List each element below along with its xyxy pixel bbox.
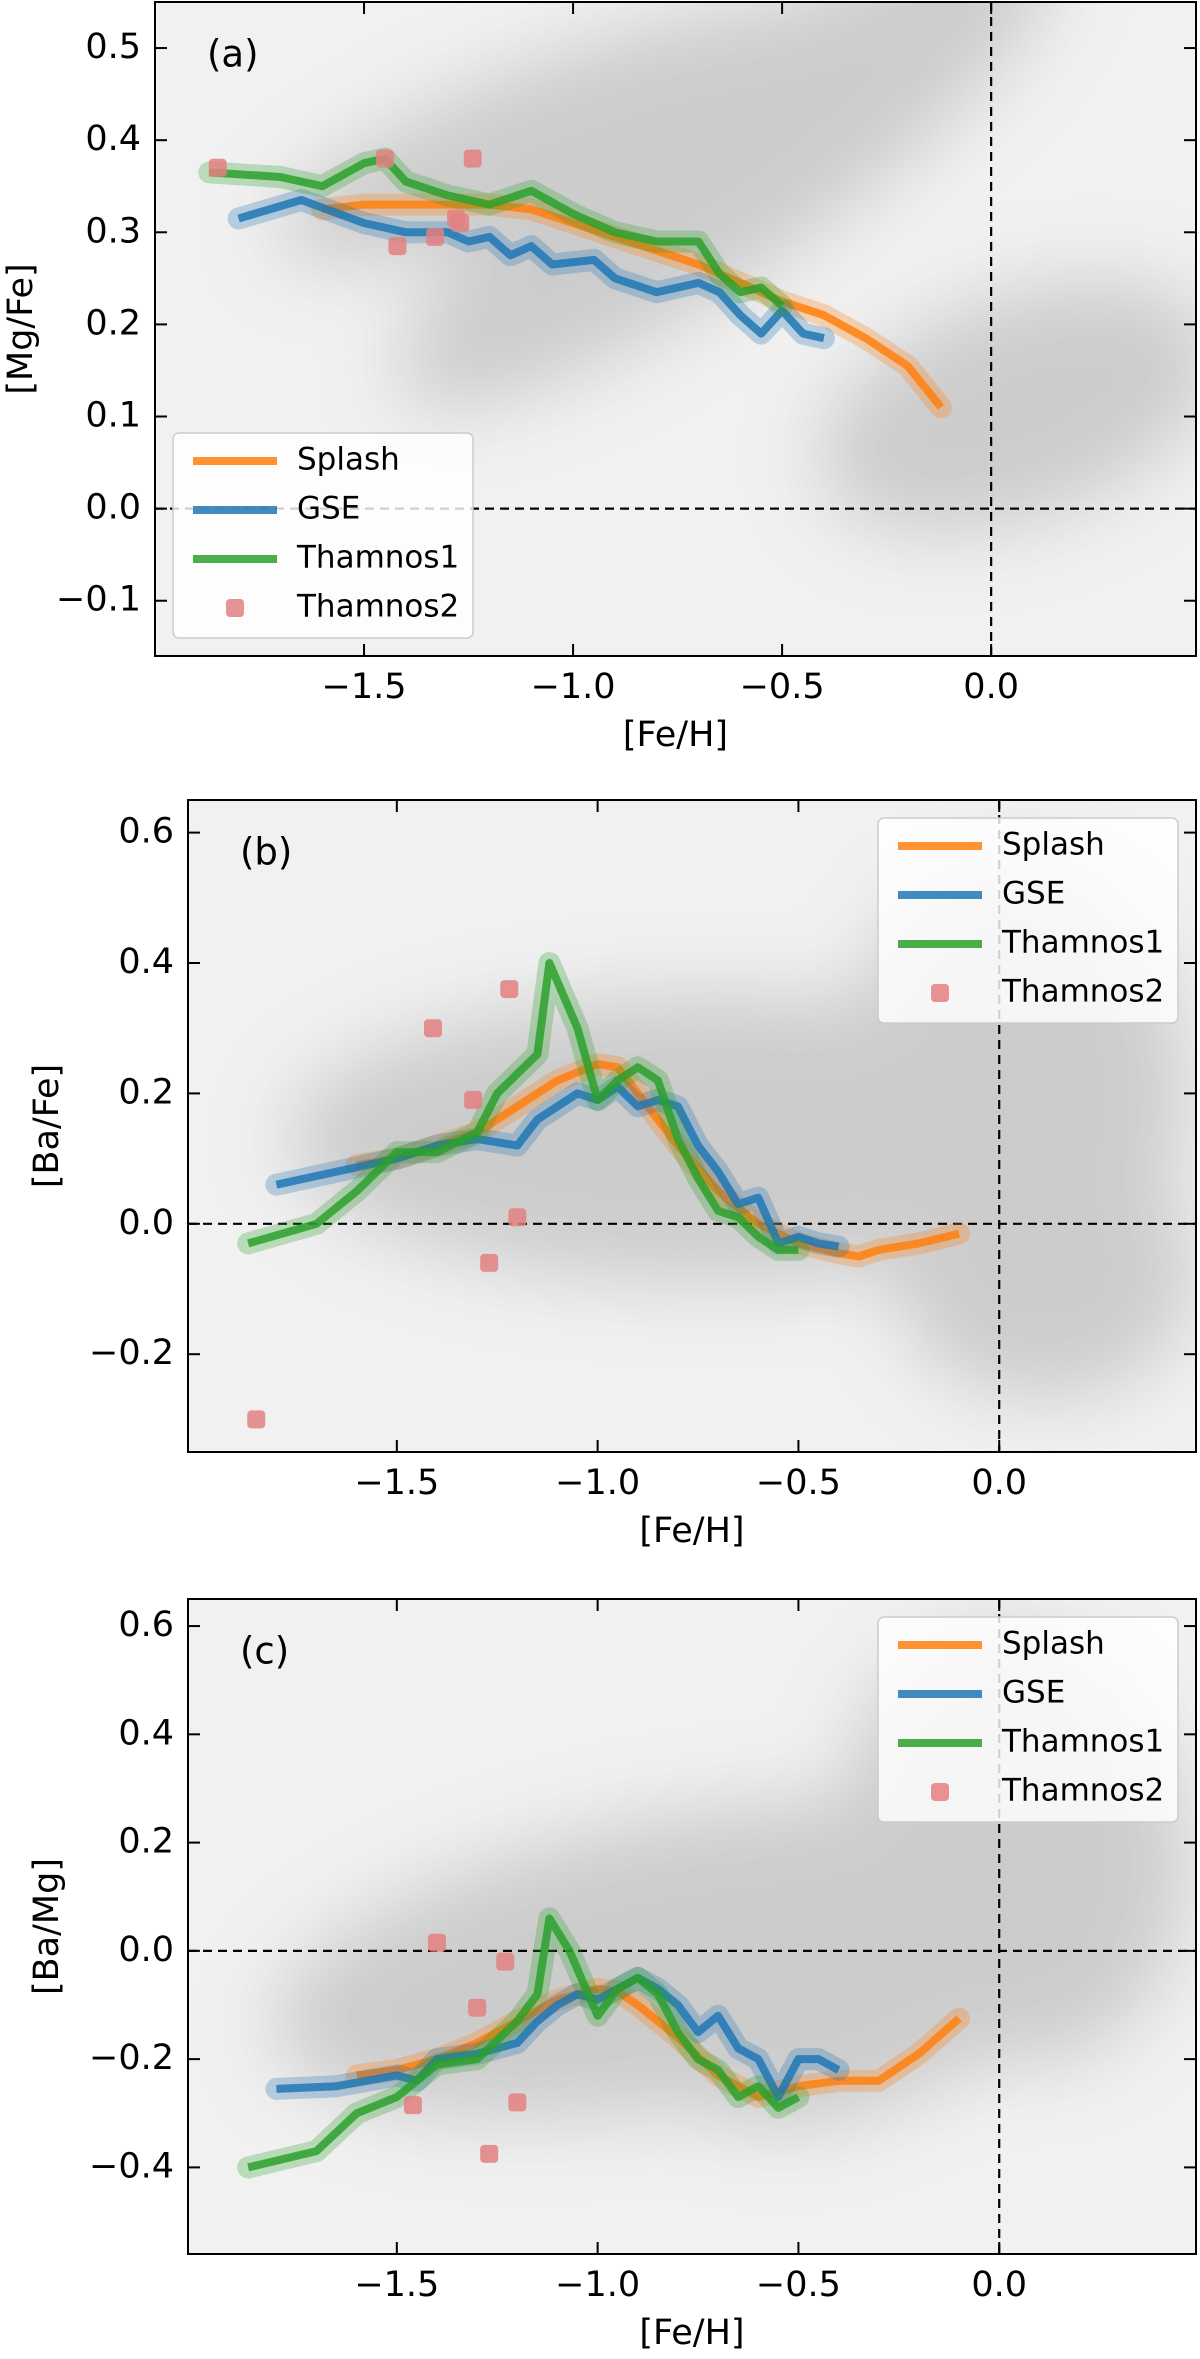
legend-label: Thamnos2 bbox=[1001, 1773, 1164, 1809]
series-line bbox=[247, 1914, 801, 2172]
series-line bbox=[356, 1984, 962, 2101]
legend-label: Splash bbox=[1002, 1626, 1105, 1662]
x-axis-label: [Fe/H] bbox=[639, 1511, 744, 1551]
thamnos2-point bbox=[463, 149, 482, 168]
axes-frame bbox=[187, 1598, 1197, 2255]
y-tick-label: 0.2 bbox=[85, 303, 141, 343]
thamnos2-point bbox=[508, 2093, 527, 2112]
x-axis-label: [Fe/H] bbox=[623, 715, 728, 755]
y-tick-label: 0.4 bbox=[118, 1713, 174, 1753]
y-tick-label: −0.2 bbox=[89, 2038, 174, 2078]
y-tick-label: −0.2 bbox=[89, 1333, 174, 1373]
legend-label: Thamnos2 bbox=[1001, 974, 1164, 1010]
x-tick-label: −1.0 bbox=[555, 1463, 640, 1503]
legend-label: Splash bbox=[1002, 827, 1105, 863]
series-line bbox=[209, 154, 785, 309]
y-tick-label: 0.4 bbox=[118, 942, 174, 982]
series-line bbox=[237, 196, 825, 343]
legend-label: Splash bbox=[297, 442, 400, 478]
legend: Splash GSE Thamnos1 Thamnos2 bbox=[877, 1616, 1179, 1823]
x-tick-label: −0.5 bbox=[756, 2265, 841, 2305]
legend-marker bbox=[931, 1783, 949, 1801]
x-tick-label: −1.0 bbox=[531, 667, 616, 707]
axes-frame bbox=[187, 799, 1197, 1453]
legend-marker bbox=[226, 599, 244, 617]
x-tick-label: −0.5 bbox=[740, 667, 825, 707]
y-tick-label: 0.3 bbox=[85, 211, 141, 251]
thamnos2-point bbox=[423, 1019, 442, 1038]
panel: −1.5 −1.0 −0.5 0.0 −0.4 −0.2 0.0 0.2 0.4 0.6 [Fe/H… bbox=[27, 1598, 1197, 2353]
thamnos2-point bbox=[508, 1208, 527, 1227]
star-cloud bbox=[819, 281, 1196, 534]
y-tick-label: −0.1 bbox=[56, 580, 141, 620]
thamnos2-point bbox=[388, 237, 407, 256]
legend: Splash GSE Thamnos1 Thamnos2 bbox=[172, 432, 474, 639]
star-cloud bbox=[397, 2, 1058, 409]
thamnos2-point bbox=[464, 1090, 483, 1109]
legend-label: Thamnos2 bbox=[296, 589, 459, 625]
legend-label: Thamnos1 bbox=[296, 540, 459, 576]
legend-marker bbox=[931, 984, 949, 1002]
star-cloud bbox=[665, 1789, 1122, 2129]
x-tick-label: 0.0 bbox=[963, 667, 1019, 707]
series-line bbox=[247, 959, 799, 1254]
thamnos2-point bbox=[451, 214, 470, 233]
y-tick-label: 0.0 bbox=[118, 1203, 174, 1243]
y-tick-label: 0.0 bbox=[85, 488, 141, 528]
x-tick-label: 0.0 bbox=[971, 1463, 1027, 1503]
y-tick-label: 0.6 bbox=[118, 812, 174, 852]
thamnos2-point bbox=[468, 1998, 487, 2017]
legend-box bbox=[877, 1616, 1179, 1823]
legend-box bbox=[172, 432, 474, 639]
legend: Splash GSE Thamnos1 Thamnos2 bbox=[877, 817, 1179, 1024]
y-tick-label: 0.6 bbox=[118, 1605, 174, 1645]
panel: −1.5 −1.0 −0.5 0.0 −0.1 0.0 0.1 0.2 0.3 0.4 0.5 [Fe… bbox=[1, 1, 1197, 755]
y-tick-label: 0.2 bbox=[118, 1822, 174, 1862]
y-tick-label: −0.4 bbox=[89, 2146, 174, 2186]
y-axis-label: [Mg/Fe] bbox=[1, 263, 41, 394]
thamnos2-point bbox=[480, 1253, 499, 1272]
x-tick-label: −0.5 bbox=[756, 1463, 841, 1503]
thamnos2-point bbox=[500, 980, 519, 999]
legend-label: GSE bbox=[1002, 1675, 1065, 1711]
y-tick-label: 0.1 bbox=[85, 396, 141, 436]
thamnos2-point bbox=[403, 2096, 422, 2115]
x-axis-label: [Fe/H] bbox=[639, 2313, 744, 2353]
legend-label: GSE bbox=[1002, 876, 1065, 912]
panel: −1.5 −1.0 −0.5 0.0 −0.2 0.0 0.2 0.4 0.6 [Fe/H] [Ba… bbox=[27, 799, 1197, 1551]
x-tick-label: 0.0 bbox=[971, 2265, 1027, 2305]
y-tick-label: 0.4 bbox=[85, 119, 141, 159]
thamnos2-point bbox=[208, 158, 227, 177]
thamnos2-point bbox=[247, 1410, 266, 1429]
legend-box bbox=[877, 817, 1179, 1024]
thamnos2-point bbox=[427, 1933, 446, 1952]
star-cloud bbox=[276, 3, 867, 263]
y-tick-label: 0.5 bbox=[85, 27, 141, 67]
y-tick-label: 0.2 bbox=[118, 1072, 174, 1112]
thamnos2-point bbox=[375, 149, 394, 168]
star-cloud bbox=[893, 1139, 1196, 1400]
series-line bbox=[321, 200, 945, 410]
legend-label: Thamnos1 bbox=[1001, 925, 1164, 961]
x-tick-label: −1.5 bbox=[354, 2265, 439, 2305]
axes-frame bbox=[154, 1, 1197, 657]
thamnos2-point bbox=[426, 227, 445, 246]
background-cloud bbox=[276, 2, 1196, 534]
thamnos2-point bbox=[496, 1952, 515, 1971]
panel-annotation: (b) bbox=[240, 831, 292, 874]
legend-label: GSE bbox=[297, 491, 360, 527]
panel-annotation: (a) bbox=[207, 33, 259, 76]
x-tick-label: −1.0 bbox=[555, 2265, 640, 2305]
y-axis-label: [Ba/Fe] bbox=[27, 1064, 67, 1188]
panel-annotation: (c) bbox=[240, 1630, 289, 1673]
y-tick-label: 0.0 bbox=[118, 1930, 174, 1970]
x-tick-label: −1.5 bbox=[354, 1463, 439, 1503]
x-tick-label: −1.5 bbox=[322, 667, 407, 707]
thamnos2-point bbox=[480, 2144, 499, 2163]
y-axis-label: [Ba/Mg] bbox=[27, 1858, 67, 1995]
legend-label: Thamnos1 bbox=[1001, 1724, 1164, 1760]
